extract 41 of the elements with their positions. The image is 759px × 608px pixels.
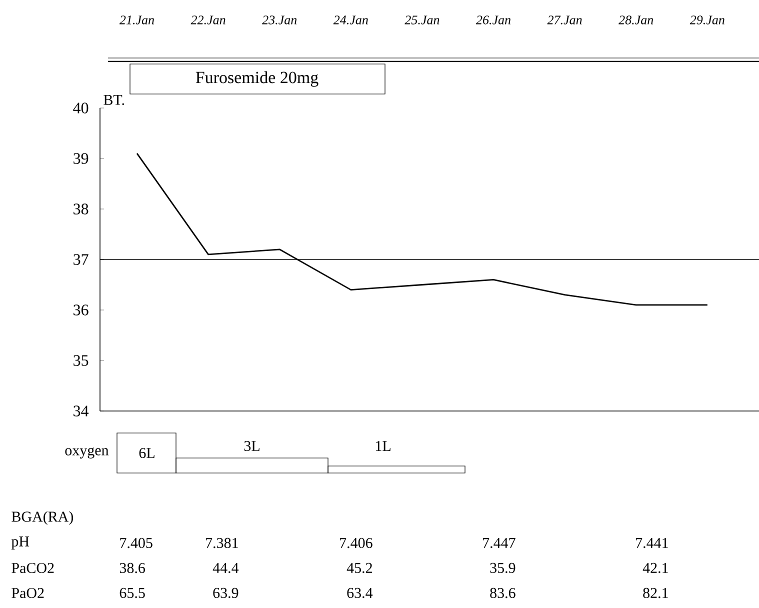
x-tick-label: 24.Jan	[333, 16, 368, 24]
text: 6L	[139, 448, 154, 458]
text: oxygen	[65, 448, 109, 458]
text: PaO2	[12, 588, 44, 598]
text: 65.5	[120, 588, 145, 598]
x-tick-label: 23.Jan	[262, 16, 297, 24]
y-tick-label: 34	[74, 406, 89, 416]
x-tick-label: 27.Jan	[547, 16, 582, 24]
text: Furosemide 20mg	[196, 71, 318, 87]
text: 7.381	[206, 538, 238, 548]
text: 38.6	[120, 562, 146, 574]
text: 7.405	[120, 538, 152, 548]
y-axis-title: BT.	[104, 94, 124, 106]
y-tick-label: 39	[74, 153, 88, 164]
text: 1L	[376, 441, 390, 451]
text: 45.2	[346, 562, 372, 574]
text: 35.9	[490, 562, 516, 574]
text: 7.441	[636, 538, 668, 548]
x-tick-label: 29.Jan	[690, 16, 724, 24]
text: 7.447	[483, 538, 516, 548]
text: pH	[11, 536, 30, 550]
text: 82.1	[643, 588, 668, 598]
text: BGA(RA)	[12, 511, 74, 525]
y-tick-label: 38	[74, 204, 88, 214]
y-tick-label: 37	[74, 254, 88, 265]
x-tick-label: 28.Jan	[618, 16, 654, 24]
text: PaCO2	[12, 562, 54, 574]
text: 7.406	[340, 538, 372, 548]
y-tick-label: 35	[74, 355, 88, 366]
x-tick-label: 21.Jan	[119, 16, 154, 24]
x-tick-label: 25.Jan	[404, 16, 440, 24]
text: 63.9	[213, 588, 238, 598]
y-tick-label: 40	[73, 102, 88, 114]
text: 3L	[244, 440, 260, 452]
text: 83.6	[490, 588, 516, 598]
text: 63.4	[347, 588, 373, 598]
x-tick-label: 22.Jan	[190, 16, 226, 24]
x-tick-label: 26.Jan	[476, 16, 510, 24]
y-tick-label: 36	[74, 304, 88, 316]
text: 44.4	[212, 562, 239, 574]
text: 42.1	[642, 562, 668, 574]
